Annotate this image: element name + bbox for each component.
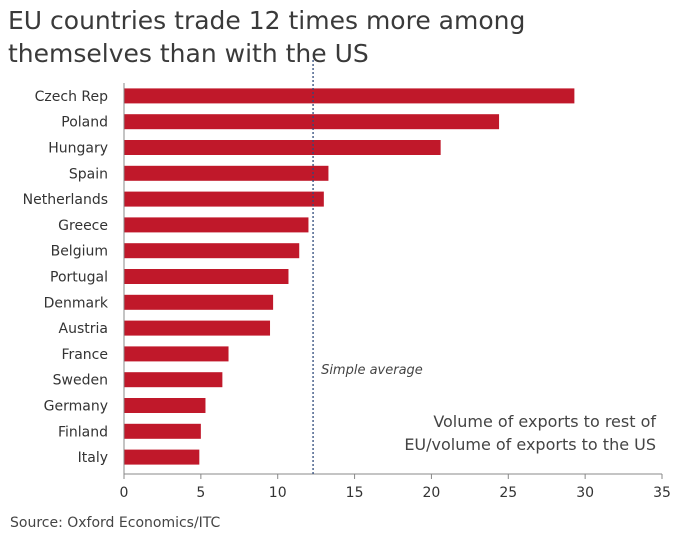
bar-italy (124, 449, 200, 465)
bar-belgium (124, 243, 300, 259)
category-label: Sweden (53, 373, 108, 389)
bar-greece (124, 217, 309, 233)
annotation-line-1: Volume of exports to rest of (433, 412, 656, 431)
category-label: Spain (69, 166, 108, 182)
bar-finland (124, 423, 201, 439)
chart-title: EU countries trade 12 times more among t… (8, 6, 526, 68)
category-label: Greece (58, 218, 108, 234)
annotation-line-2: EU/volume of exports to the US (404, 435, 656, 454)
category-label: France (61, 347, 108, 363)
bar-sweden (124, 372, 223, 388)
bar-denmark (124, 294, 274, 310)
category-label: Austria (59, 321, 108, 337)
x-tick-label: 0 (120, 485, 129, 501)
bar-portugal (124, 269, 289, 284)
x-tick-label: 30 (576, 485, 594, 501)
x-tick-label: 35 (653, 485, 671, 501)
category-label: Italy (78, 450, 108, 466)
category-label: Poland (61, 115, 108, 131)
x-tick-label: 15 (346, 485, 364, 501)
source-note: Source: Oxford Economics/ITC (10, 515, 221, 531)
x-tick-label: 25 (499, 485, 517, 501)
category-label: Hungary (48, 141, 108, 157)
average-line-label: Simple average (321, 363, 423, 378)
category-label: Czech Rep (35, 89, 108, 105)
category-label: Finland (58, 424, 108, 440)
bar-netherlands (124, 191, 324, 207)
bar-hungary (124, 140, 441, 155)
bar-germany (124, 398, 206, 413)
category-label: Netherlands (23, 192, 108, 208)
x-tick-label: 20 (423, 485, 441, 501)
category-label: Germany (44, 399, 108, 415)
bar-france (124, 346, 229, 362)
category-label: Portugal (50, 270, 108, 286)
bar-czech-rep (124, 88, 575, 104)
bar-austria (124, 320, 271, 336)
x-tick-label: 5 (196, 485, 205, 501)
category-label: Denmark (44, 295, 109, 311)
category-label: Belgium (51, 244, 108, 260)
bar-poland (124, 114, 500, 130)
bar-spain (124, 165, 329, 181)
x-tick-label: 10 (269, 485, 287, 501)
